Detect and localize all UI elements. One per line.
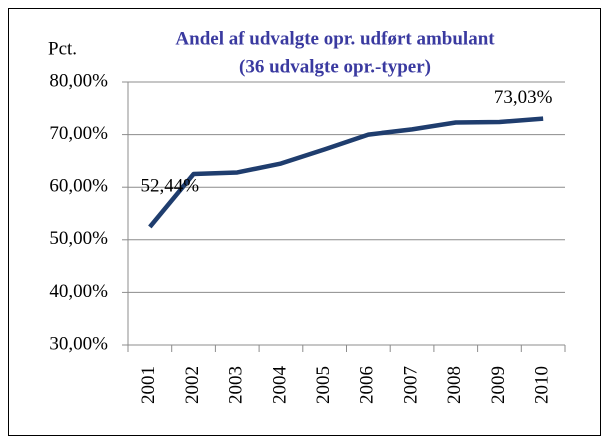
x-tick-label: 2010 xyxy=(532,366,553,404)
data-label: 52,44% xyxy=(141,175,200,196)
x-tick-label: 2007 xyxy=(400,366,421,404)
chart-subtitle: (36 udvalgte opr.-typer) xyxy=(239,56,431,77)
x-tick-label: 2003 xyxy=(226,366,247,404)
x-tick-label: 2005 xyxy=(313,366,334,404)
line xyxy=(148,116,544,229)
y-tick-label: 60,00% xyxy=(49,176,108,197)
x-tick-label: 2004 xyxy=(269,366,290,405)
y-tick-label: 80,00% xyxy=(49,70,108,91)
y-tick-label: 50,00% xyxy=(49,228,108,249)
y-tick-label: 40,00% xyxy=(49,281,108,302)
x-tick-label: 2001 xyxy=(138,366,159,404)
chart-title: Andel af udvalgte opr. udført ambulant xyxy=(175,28,495,49)
x-tick-label: 2002 xyxy=(182,366,203,404)
x-tick-label: 2008 xyxy=(444,366,465,404)
chart-border xyxy=(8,8,601,436)
y-tick-label: 30,00% xyxy=(49,333,108,354)
x-tick-label: 2006 xyxy=(357,366,378,404)
x-tick-label: 2009 xyxy=(488,366,509,404)
y-tick-label: 70,00% xyxy=(49,123,108,144)
y-axis-label: Pct. xyxy=(48,38,77,59)
data-label: 73,03% xyxy=(494,87,553,108)
